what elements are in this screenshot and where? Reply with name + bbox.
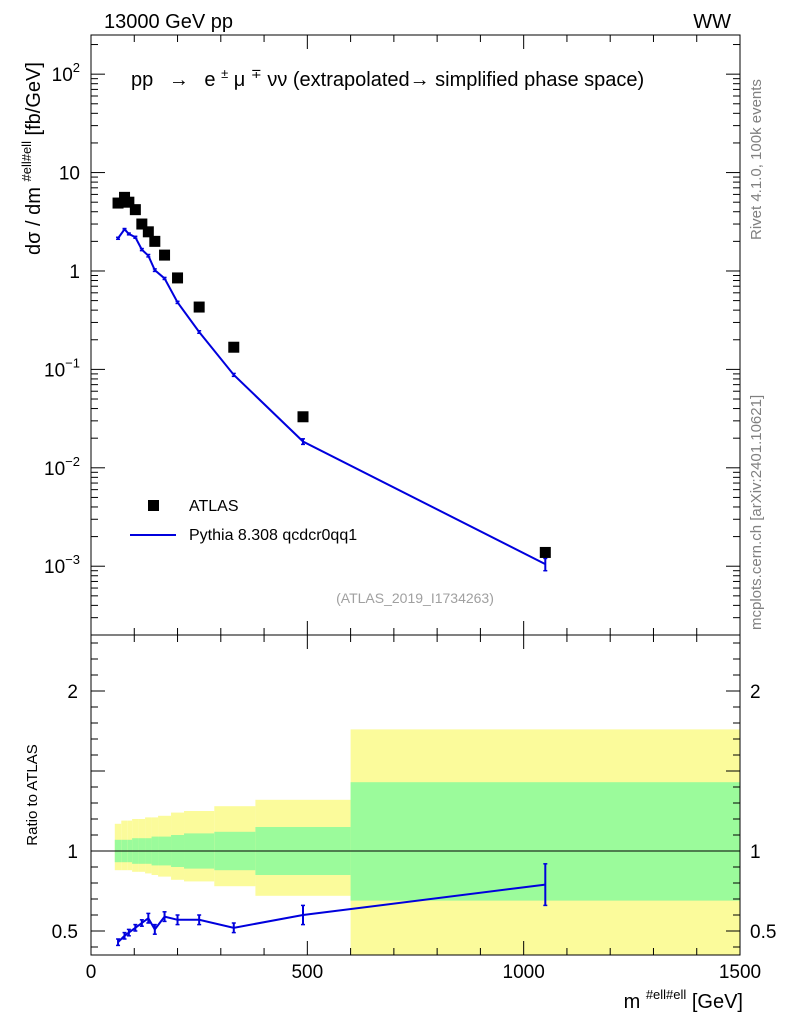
ylabel-sup: #ell#ell bbox=[19, 141, 34, 182]
atlas-point bbox=[136, 218, 148, 230]
main-ytick-label: 10−2 bbox=[44, 454, 80, 480]
ratio-frame bbox=[90, 634, 741, 956]
title-e: e bbox=[204, 69, 215, 91]
ratio-series bbox=[116, 863, 548, 947]
main-ytick-label: 10−1 bbox=[44, 355, 80, 381]
main-ylabel: dσ / dm #ell#ell [fb/GeV] bbox=[14, 62, 45, 255]
header-process-label: WW bbox=[693, 11, 731, 33]
atlas-point bbox=[539, 546, 551, 558]
title-arrow: → bbox=[169, 69, 189, 91]
title-mu: μ bbox=[234, 69, 246, 91]
xlabel-sup: #ell#ell bbox=[646, 987, 687, 1002]
atlas-point bbox=[172, 272, 184, 284]
atlas-point bbox=[129, 204, 141, 216]
ratio-ytick-label-right: 2 bbox=[750, 682, 761, 703]
legend-pythia-label: Pythia 8.308 qcdcr0qq1 bbox=[189, 527, 357, 544]
ytick-base: 1 bbox=[69, 262, 80, 283]
main-frame bbox=[90, 34, 741, 636]
xlabel-prefix: m bbox=[624, 991, 641, 1013]
title-sup-pm: ± bbox=[221, 66, 228, 81]
ratio-ticks: 2 2 1 1 0.5 0.5 0 500 1000 1500 bbox=[52, 635, 776, 983]
main-ytick-label: 102 bbox=[52, 60, 80, 86]
ylabel-suffix: [fb/GeV] bbox=[23, 62, 45, 135]
ratio-ytick-label-left: 1 bbox=[67, 842, 78, 863]
ratio-ytick-label-left: 0.5 bbox=[52, 922, 78, 943]
main-title: pp → e ± μ ∓ νν (extrapolated→ simplifie… bbox=[131, 61, 644, 91]
ratio-xtick-label: 0 bbox=[86, 962, 97, 983]
ratio-panel: 2 2 1 1 0.5 0.5 0 500 1000 1500 Ratio to ATLAS m … bbox=[24, 634, 776, 1013]
atlas-point bbox=[123, 196, 135, 208]
ytick-exponent: 2 bbox=[73, 60, 80, 75]
xlabel-suffix: [GeV] bbox=[692, 991, 743, 1013]
ytick-exponent: −1 bbox=[65, 355, 80, 370]
header-collision-label: 13000 GeV pp bbox=[104, 11, 233, 33]
ratio-ytick-label-right: 1 bbox=[750, 842, 761, 863]
atlas-point bbox=[142, 226, 154, 238]
main-ytick-label: 1 bbox=[69, 262, 80, 283]
ratio-xtick-label: 500 bbox=[291, 962, 323, 983]
main-ytick-label: 10 bbox=[59, 164, 80, 185]
ratio-ylabel: Ratio to ATLAS bbox=[24, 744, 41, 845]
atlas-point bbox=[228, 341, 240, 353]
main-series bbox=[112, 191, 551, 572]
legend-atlas-marker bbox=[148, 500, 159, 511]
atlas-point bbox=[112, 197, 124, 209]
legend: ATLAS Pythia 8.308 qcdcr0qq1 bbox=[130, 498, 357, 544]
ytick-exponent: −2 bbox=[65, 454, 80, 469]
main-ytick-label: 10−3 bbox=[44, 552, 80, 578]
ytick-base: 10 bbox=[52, 65, 73, 86]
ytick-base: 10 bbox=[44, 459, 65, 480]
ytick-base: 10 bbox=[59, 164, 80, 185]
ratio-xtick-label: 1500 bbox=[719, 962, 761, 983]
ratio-ytick-label-left: 2 bbox=[67, 682, 78, 703]
ylabel-prefix: dσ / dm bbox=[23, 187, 45, 255]
title-sup-mp: ∓ bbox=[251, 66, 262, 81]
ratio-xtick-label: 1000 bbox=[503, 962, 545, 983]
atlas-point bbox=[149, 235, 161, 247]
ytick-base: 10 bbox=[44, 360, 65, 381]
atlas-point bbox=[297, 411, 309, 423]
watermark: (ATLAS_2019_I1734263) bbox=[336, 590, 494, 606]
ytick-exponent: −3 bbox=[65, 552, 80, 567]
atlas-point bbox=[193, 301, 205, 313]
ratio-bands bbox=[114, 729, 740, 955]
ytick-base: 10 bbox=[44, 557, 65, 578]
atlas-point bbox=[159, 249, 171, 261]
title-prefix: pp bbox=[131, 69, 153, 91]
ratio-xlabel: m #ell#ell [GeV] bbox=[624, 982, 743, 1013]
rivet-label: Rivet 4.1.0, 100k events bbox=[748, 79, 765, 240]
mcplots-label: mcplots.cern.ch [arXiv:2401.10621] bbox=[748, 395, 765, 630]
legend-atlas-label: ATLAS bbox=[189, 498, 239, 515]
title-suffix: νν (extrapolated→ simplified phase space… bbox=[267, 69, 644, 91]
ratio-ytick-label-right: 0.5 bbox=[750, 922, 776, 943]
